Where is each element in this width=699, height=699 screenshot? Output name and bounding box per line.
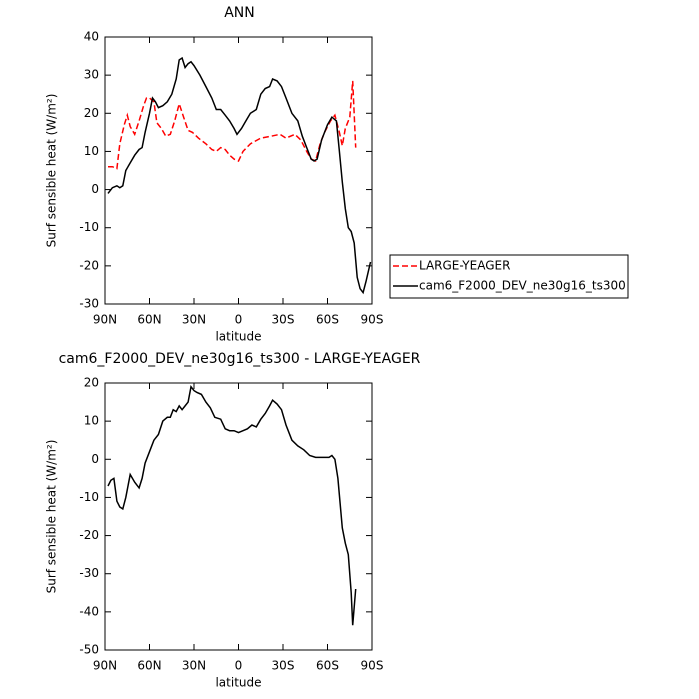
y-tick-label: 20 xyxy=(84,376,99,390)
x-axis-label: latitude xyxy=(215,676,261,690)
plot-frame xyxy=(104,382,373,651)
x-tick-label: 60N xyxy=(137,659,161,673)
x-tick-label: 30N xyxy=(182,659,206,673)
y-tick-label: 20 xyxy=(84,106,99,120)
x-tick-label: 0 xyxy=(235,313,243,327)
y-tick-label: 0 xyxy=(91,182,99,196)
x-tick-label: 60S xyxy=(316,313,339,327)
y-tick-label: -50 xyxy=(79,643,99,657)
y-tick-label: 40 xyxy=(84,30,99,44)
y-tick-label: 10 xyxy=(84,414,99,428)
y-tick-label: 30 xyxy=(84,68,99,82)
x-tick-label: 0 xyxy=(235,659,243,673)
y-tick-label: -10 xyxy=(79,220,99,234)
plot-frame xyxy=(104,36,373,305)
x-tick-label: 30S xyxy=(272,313,295,327)
chart-title: cam6_F2000_DEV_ne30g16_ts300 - LARGE-YEA… xyxy=(59,351,421,367)
y-tick-label: -20 xyxy=(79,258,99,272)
y-tick-label: -10 xyxy=(79,490,99,504)
y-tick-label: 10 xyxy=(84,144,99,158)
x-tick-label: 90S xyxy=(361,659,384,673)
data-line xyxy=(107,56,372,295)
x-tick-label: 30N xyxy=(182,313,206,327)
x-tick-label: 60N xyxy=(137,313,161,327)
y-axis-label: Surf sensible heat (W/m²) xyxy=(45,440,59,594)
y-tick-label: -30 xyxy=(79,566,99,580)
y-tick-label: 0 xyxy=(91,452,99,466)
x-tick-label: 90N xyxy=(93,659,117,673)
y-tick-label: -20 xyxy=(79,528,99,542)
y-axis-label: Surf sensible heat (W/m²) xyxy=(45,94,59,248)
x-tick-label: 90S xyxy=(361,313,384,327)
x-tick-label: 30S xyxy=(272,659,295,673)
data-line xyxy=(107,385,357,626)
legend-label: cam6_F2000_DEV_ne30g16_ts300 xyxy=(419,279,626,293)
y-tick-label: -40 xyxy=(79,604,99,618)
chart-title: ANN xyxy=(224,5,255,21)
x-axis-label: latitude xyxy=(215,330,261,344)
x-tick-label: 90N xyxy=(93,313,117,327)
x-tick-label: 60S xyxy=(316,659,339,673)
y-tick-label: -30 xyxy=(79,297,99,311)
legend-box xyxy=(389,254,629,299)
legend-label: LARGE-YEAGER xyxy=(419,259,510,273)
